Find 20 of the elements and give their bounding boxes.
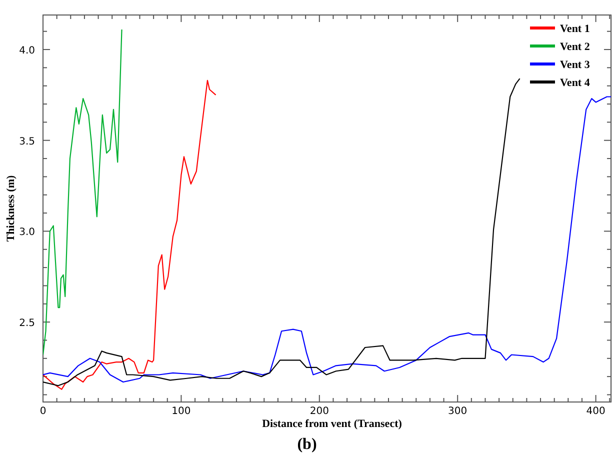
line-series: [43, 28, 122, 356]
y-axis-title: Thickness (m): [5, 175, 17, 242]
y-tick-label: 3.5: [19, 136, 35, 148]
y-tick-label: 3.0: [19, 227, 35, 238]
legend-label: Vent 1: [560, 23, 590, 35]
legend-label: Vent 4: [560, 77, 590, 89]
x-axis-title: Distance from vent (Transect): [262, 418, 402, 430]
y-tick-label: 2.5: [19, 318, 35, 330]
line-series: [43, 80, 216, 390]
y-tick-label: 4.0: [19, 46, 35, 57]
line-series: [43, 78, 520, 386]
x-tick-label: 200: [310, 406, 329, 417]
x-tick-label: 0: [40, 406, 46, 417]
legend-label: Vent 3: [560, 59, 590, 71]
line-series: [43, 96, 611, 383]
x-tick-label: 100: [172, 406, 191, 417]
legend-label: Vent 2: [560, 41, 590, 53]
text: (b): [297, 436, 317, 453]
x-tick-label: 300: [448, 406, 468, 417]
x-tick-label: 400: [586, 406, 606, 417]
